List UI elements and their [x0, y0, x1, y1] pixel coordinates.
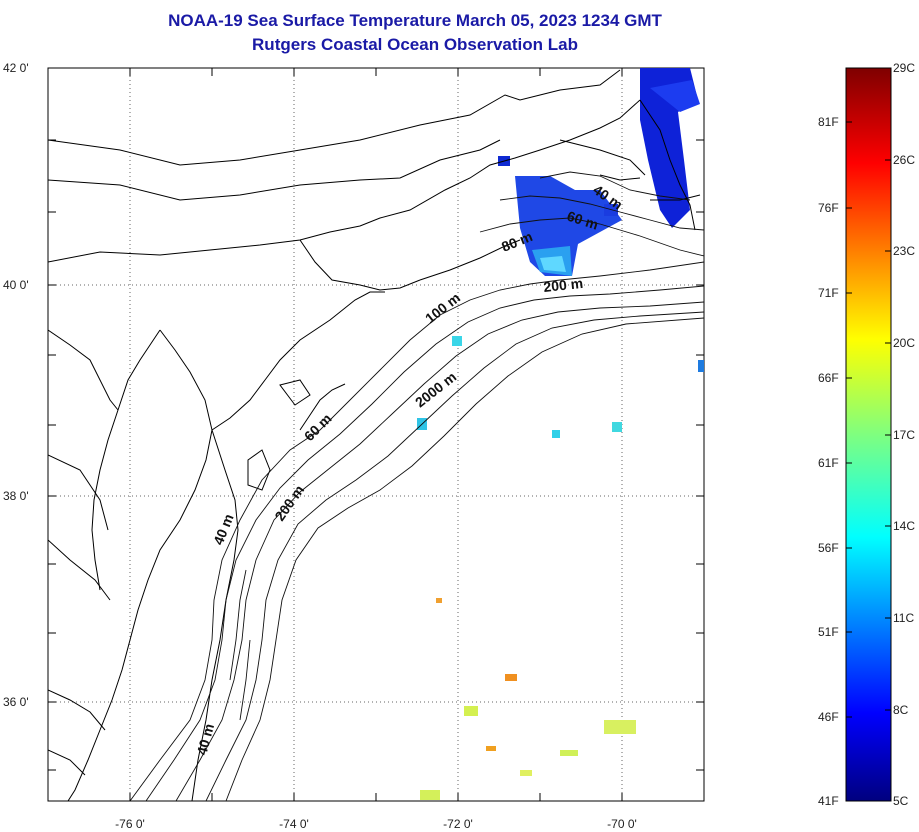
colorbar-label-f: 81F: [818, 115, 839, 129]
gridlines: [48, 68, 704, 801]
colorbar-label-f: 76F: [818, 201, 839, 215]
colorbar-label-c: 8C: [893, 703, 909, 717]
colorbar: [845, 67, 892, 802]
colorbar-label-f: 41F: [818, 794, 839, 808]
colorbar-label-c: 17C: [893, 428, 915, 442]
chart-subtitle: Rutgers Coastal Ocean Observation Lab: [252, 35, 578, 54]
lon-tick-label: -76 0': [115, 817, 145, 831]
axis-ticks: [48, 68, 704, 801]
colorbar-label-c: 14C: [893, 519, 915, 533]
colorbar-label-f: 66F: [818, 371, 839, 385]
lon-tick-label: -70 0': [607, 817, 637, 831]
colorbar-label-f: 46F: [818, 710, 839, 724]
lon-tick-label: -74 0': [279, 817, 309, 831]
chart-title: NOAA-19 Sea Surface Temperature March 05…: [168, 11, 662, 30]
colorbar-label-f: 61F: [818, 456, 839, 470]
map-frame: [47, 67, 705, 802]
lat-tick-label: 40 0': [3, 278, 29, 292]
lat-tick-label: 38 0': [3, 489, 29, 503]
colorbar-label-f: 51F: [818, 625, 839, 639]
colorbar-label-c: 11C: [893, 611, 914, 625]
colorbar-label-c: 23C: [893, 244, 915, 258]
colorbar-label-c: 20C: [893, 336, 915, 350]
lon-tick-label: -72 0': [443, 817, 473, 831]
colorbar-label-c: 26C: [893, 153, 915, 167]
colorbar-label-f: 71F: [818, 286, 839, 300]
colorbar-label-c: 29C: [893, 61, 915, 75]
colorbar-ticks: [846, 121, 891, 718]
colorbar-label-c: 5C: [893, 794, 909, 808]
bathymetry-contours: [129, 171, 704, 801]
coastline: [48, 69, 701, 801]
sst-patches: [417, 68, 704, 800]
contour-label: 40 m: [193, 722, 217, 757]
lat-tick-label: 42 0': [3, 61, 29, 75]
contour-label: 200 m: [543, 275, 584, 295]
lat-tick-label: 36 0': [3, 695, 29, 709]
colorbar-label-f: 56F: [818, 541, 839, 555]
